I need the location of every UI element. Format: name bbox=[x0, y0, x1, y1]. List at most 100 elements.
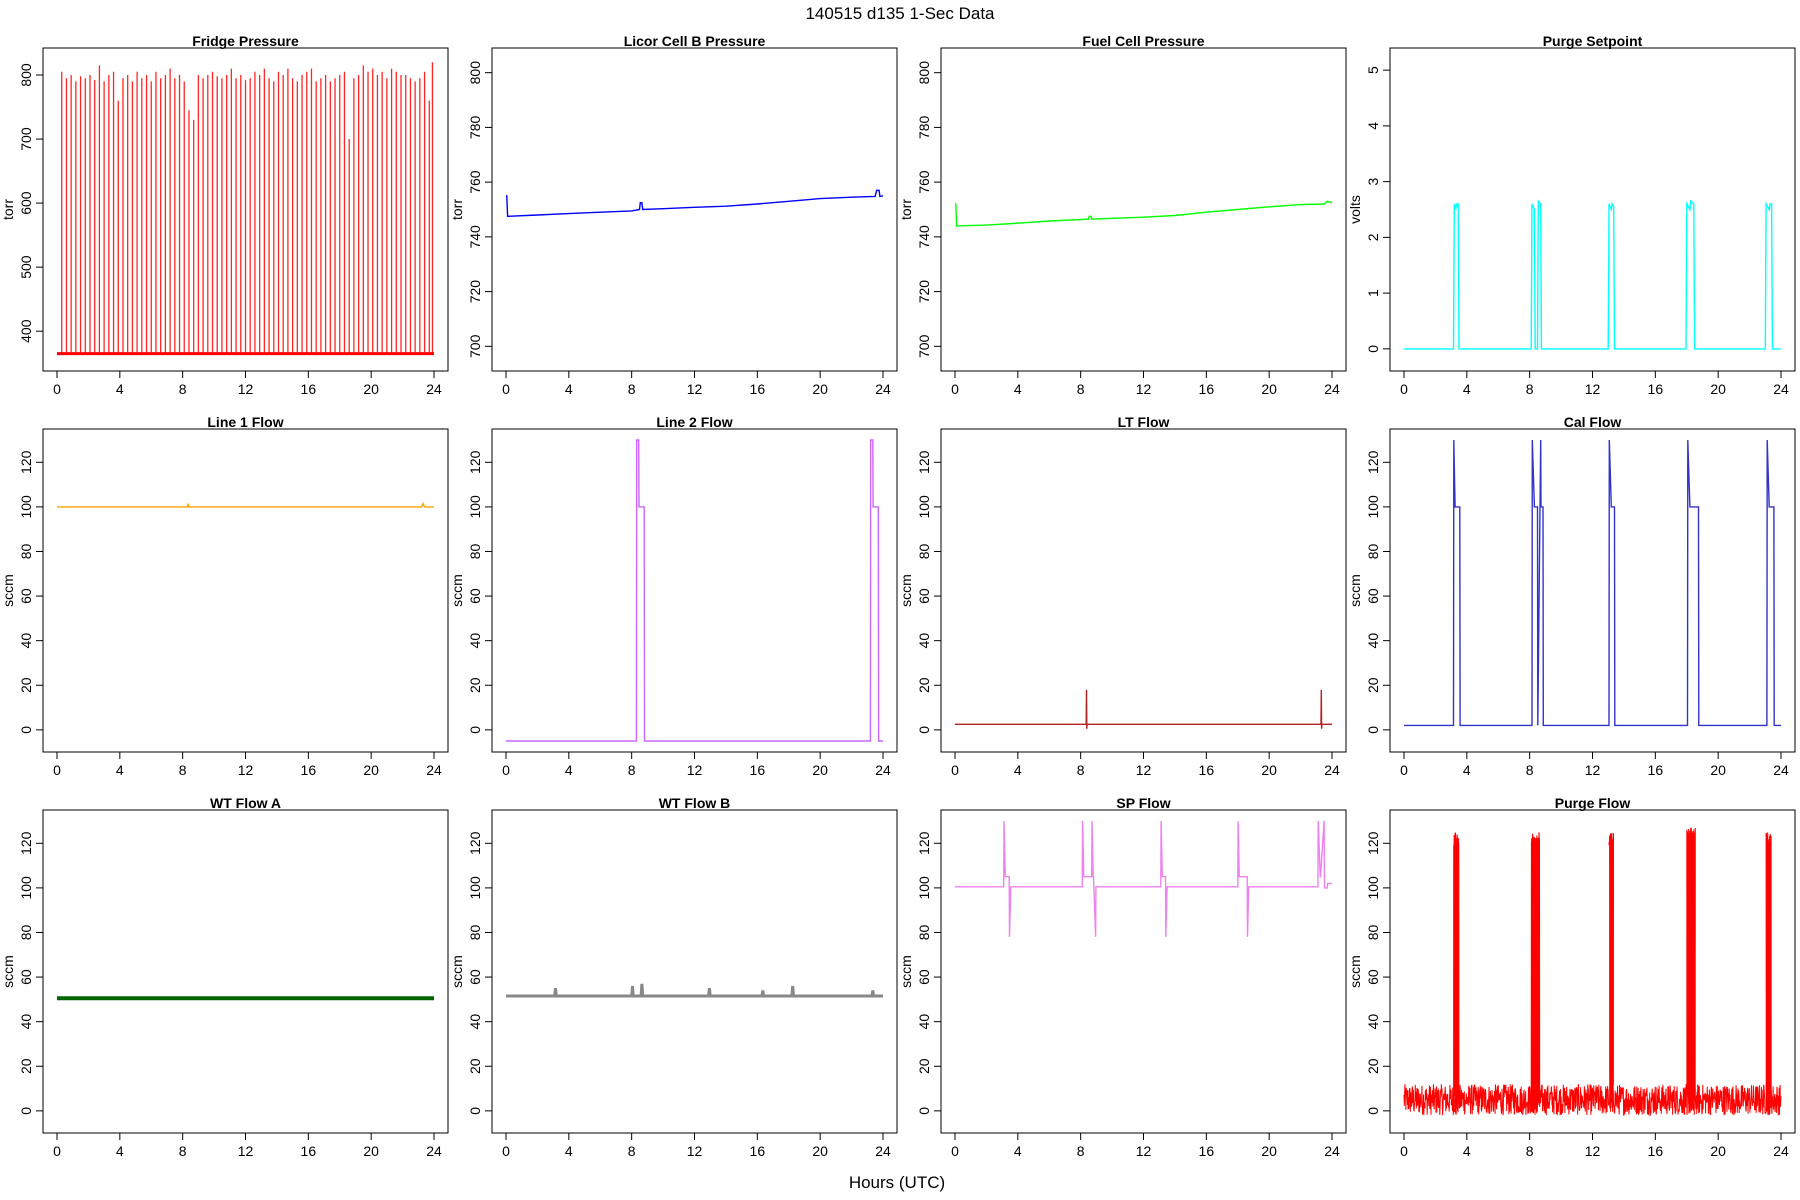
y-tick-label: 40 bbox=[916, 1014, 932, 1030]
y-tick-label: 120 bbox=[916, 450, 932, 474]
panel-8: WT Flow A sccm 0 4 8 12 16 20 24 0 20 40 60 80 100 120 bbox=[0, 795, 449, 1159]
y-tick-label: 60 bbox=[18, 969, 34, 985]
x-tick-label: 20 bbox=[363, 762, 379, 778]
x-tick-label: 16 bbox=[1648, 762, 1664, 778]
y-tick-label: 5 bbox=[1365, 66, 1381, 74]
panel-data bbox=[1404, 199, 1781, 350]
y-tick-label: 120 bbox=[18, 450, 34, 474]
y-tick-label: 80 bbox=[916, 543, 932, 559]
y-tick-label: 20 bbox=[467, 1058, 483, 1074]
panel-data bbox=[506, 189, 884, 218]
y-tick-label: 720 bbox=[916, 280, 932, 304]
y-tick-label: 40 bbox=[1365, 633, 1381, 649]
x-tick-label: 24 bbox=[875, 762, 891, 778]
panel-ylabel: torr bbox=[0, 199, 16, 220]
y-tick-label: 20 bbox=[916, 677, 932, 693]
x-tick-label: 20 bbox=[812, 1143, 828, 1159]
panel-frame bbox=[42, 428, 449, 753]
x-tick-label: 16 bbox=[1199, 381, 1215, 397]
y-tick-label: 0 bbox=[18, 1107, 34, 1115]
panel-frame bbox=[940, 428, 1347, 753]
x-tick-label: 16 bbox=[750, 762, 766, 778]
panel-6: LT Flow sccm 0 4 8 12 16 20 24 0 20 40 60 80 100 120 bbox=[898, 414, 1347, 778]
x-tick-label: 16 bbox=[750, 381, 766, 397]
x-tick-label: 8 bbox=[1077, 762, 1085, 778]
x-tick-label: 4 bbox=[565, 762, 573, 778]
x-tick-label: 4 bbox=[116, 762, 124, 778]
y-tick-label: 60 bbox=[916, 969, 932, 985]
y-tick-label: 0 bbox=[916, 726, 932, 734]
x-tick-label: 8 bbox=[628, 1143, 636, 1159]
panel-2: Fuel Cell Pressure torr 0 4 8 12 16 20 24 700 720 7… bbox=[898, 33, 1347, 397]
x-tick-label: 8 bbox=[1077, 381, 1085, 397]
x-tick-label: 4 bbox=[116, 1143, 124, 1159]
panel-7: Cal Flow sccm 0 4 8 12 16 20 24 0 20 40 60 80 100 120 bbox=[1347, 414, 1796, 778]
panel-data bbox=[955, 689, 1332, 729]
panel-ylabel: sccm bbox=[1347, 955, 1363, 988]
panel-title: WT Flow A bbox=[210, 795, 281, 811]
y-tick-label: 60 bbox=[916, 588, 932, 604]
y-tick-label: 100 bbox=[916, 876, 932, 900]
y-tick-label: 700 bbox=[467, 334, 483, 358]
x-tick-label: 0 bbox=[1400, 762, 1408, 778]
x-tick-label: 8 bbox=[179, 762, 187, 778]
y-tick-label: 800 bbox=[916, 61, 932, 85]
y-tick-label: 1 bbox=[1365, 289, 1381, 297]
x-tick-label: 4 bbox=[1014, 381, 1022, 397]
panel-title: Fuel Cell Pressure bbox=[1082, 33, 1204, 49]
panel-frame bbox=[491, 47, 898, 372]
x-tick-label: 20 bbox=[812, 381, 828, 397]
y-tick-label: 780 bbox=[467, 116, 483, 140]
x-tick-label: 24 bbox=[426, 762, 442, 778]
panel-title: Line 2 Flow bbox=[656, 414, 732, 430]
y-tick-label: 120 bbox=[1365, 831, 1381, 855]
x-tick-label: 16 bbox=[1648, 381, 1664, 397]
panel-data bbox=[955, 820, 1332, 937]
x-tick-label: 16 bbox=[750, 1143, 766, 1159]
x-tick-label: 12 bbox=[1585, 762, 1601, 778]
x-tick-label: 24 bbox=[426, 1143, 442, 1159]
y-tick-label: 40 bbox=[18, 1014, 34, 1030]
x-tick-label: 4 bbox=[116, 381, 124, 397]
x-tick-label: 0 bbox=[53, 762, 61, 778]
y-tick-label: 20 bbox=[916, 1058, 932, 1074]
x-tick-label: 0 bbox=[951, 1143, 959, 1159]
panel-frame bbox=[491, 428, 898, 753]
panel-ylabel: volts bbox=[1347, 195, 1363, 224]
x-tick-label: 20 bbox=[1261, 1143, 1277, 1159]
series-line-0 bbox=[506, 439, 883, 742]
burst-4 bbox=[1765, 832, 1772, 1115]
y-tick-label: 400 bbox=[18, 319, 34, 343]
x-tick-label: 4 bbox=[565, 381, 573, 397]
x-tick-label: 24 bbox=[1773, 762, 1789, 778]
panel-frame bbox=[42, 47, 449, 372]
y-tick-label: 60 bbox=[467, 588, 483, 604]
y-tick-label: 120 bbox=[18, 831, 34, 855]
x-tick-label: 12 bbox=[238, 762, 254, 778]
x-tick-label: 12 bbox=[687, 381, 703, 397]
y-tick-label: 780 bbox=[916, 116, 932, 140]
x-tick-label: 24 bbox=[1324, 1143, 1340, 1159]
x-tick-label: 12 bbox=[687, 762, 703, 778]
y-tick-label: 20 bbox=[18, 1058, 34, 1074]
panel-data bbox=[1404, 439, 1781, 727]
x-tick-label: 4 bbox=[565, 1143, 573, 1159]
x-tick-label: 16 bbox=[1199, 1143, 1215, 1159]
y-tick-label: 120 bbox=[467, 831, 483, 855]
panel-title: Licor Cell B Pressure bbox=[624, 33, 766, 49]
x-tick-label: 12 bbox=[238, 1143, 254, 1159]
y-tick-label: 720 bbox=[467, 280, 483, 304]
y-tick-label: 80 bbox=[1365, 924, 1381, 940]
panel-data bbox=[57, 501, 434, 508]
x-tick-label: 12 bbox=[1136, 381, 1152, 397]
panel-data bbox=[1403, 827, 1782, 1117]
x-tick-label: 12 bbox=[238, 381, 254, 397]
y-tick-label: 800 bbox=[18, 63, 34, 87]
x-tick-label: 20 bbox=[1710, 1143, 1726, 1159]
series-line-0 bbox=[1404, 199, 1781, 350]
y-tick-label: 20 bbox=[467, 677, 483, 693]
series-line-0 bbox=[57, 501, 434, 508]
x-tick-label: 24 bbox=[875, 381, 891, 397]
